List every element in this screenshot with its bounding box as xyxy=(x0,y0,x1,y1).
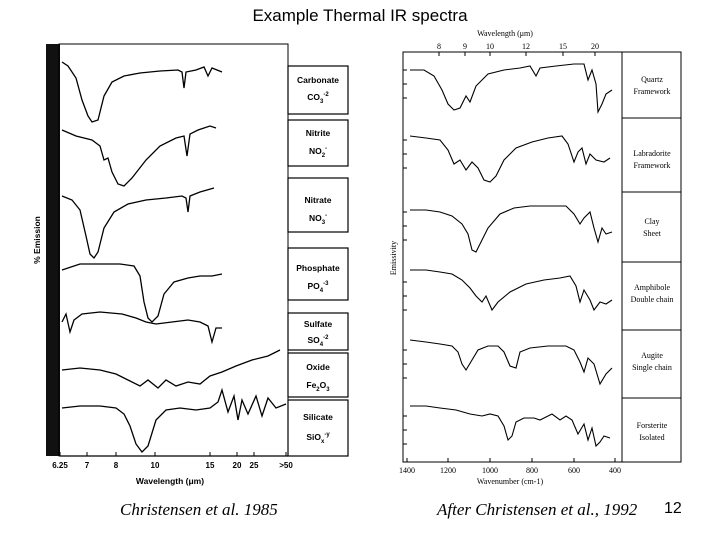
right-spectra-panel: Wavelength (μm) 8 9 10 12 15 20 xyxy=(389,29,682,486)
spectrum-clay xyxy=(410,205,613,253)
page-number: 12 xyxy=(664,500,682,517)
spectrum-amphibole xyxy=(410,269,613,312)
left-caption: Christensen et al. 1985 xyxy=(120,500,278,519)
left-spectra-panel: % Emission 6.25 7 8 10 15 xyxy=(32,43,349,486)
spectrum-oxide xyxy=(61,349,281,389)
right-mineral-labels: Quartz Framework Labradorite Framework C… xyxy=(631,75,674,442)
spectrum-nitrite xyxy=(61,125,217,187)
mineral-structure: Single chain xyxy=(632,363,672,372)
right-bottom-tick-labels: 1400 1200 1000 800 600 400 xyxy=(399,466,621,475)
spectrum-carbonate xyxy=(61,61,223,123)
mineral-formula: NO3- xyxy=(309,213,327,226)
right-bottom-tick: 1400 xyxy=(399,466,415,475)
mineral-formula: NO2- xyxy=(309,146,327,159)
mineral-name: Oxide xyxy=(306,362,330,372)
right-top-tick: 20 xyxy=(591,42,599,51)
spectrum-forsterite xyxy=(410,405,611,448)
right-top-tick-labels: 8 9 10 12 15 20 xyxy=(437,42,599,51)
right-bottom-tick: 400 xyxy=(609,466,621,475)
mineral-structure: Double chain xyxy=(631,295,674,304)
mineral-structure: Framework xyxy=(634,161,671,170)
right-top-axis-label: Wavelength (μm) xyxy=(477,29,533,38)
left-x-tick: >50 xyxy=(279,461,293,470)
spectrum-labradorite xyxy=(409,135,611,183)
spectrum-sulfate xyxy=(61,311,222,345)
left-x-tick: 8 xyxy=(114,461,119,470)
mineral-formula: SO4-2 xyxy=(308,335,330,348)
left-x-tick: 6.25 xyxy=(52,461,68,470)
mineral-name: Nitrate xyxy=(305,195,332,205)
mineral-structure: Sheet xyxy=(643,229,662,238)
mineral-name: Silicate xyxy=(303,412,333,422)
spectrum-silicate xyxy=(61,387,287,453)
mineral-name: Carbonate xyxy=(297,75,339,85)
left-black-band xyxy=(46,44,60,456)
mineral-name: Phosphate xyxy=(296,263,340,273)
right-top-tick: 12 xyxy=(522,42,530,51)
spectrum-nitrate xyxy=(61,187,215,260)
slide-title: Example Thermal IR spectra xyxy=(252,6,468,25)
mineral-name: Amphibole xyxy=(634,283,670,292)
right-bottom-tick: 800 xyxy=(526,466,538,475)
spectrum-quartz xyxy=(410,63,613,115)
right-top-tick: 9 xyxy=(463,42,467,51)
right-y-axis-label: Emissivity xyxy=(389,241,398,275)
right-bottom-tick: 1000 xyxy=(482,466,498,475)
spectrum-augite xyxy=(409,339,613,386)
spectrum-phosphate xyxy=(61,263,223,323)
right-bottom-tick: 1200 xyxy=(440,466,456,475)
right-top-tick: 8 xyxy=(437,42,441,51)
left-x-axis-label: Wavelength (μm) xyxy=(136,476,204,486)
left-mineral-labels: Carbonate CO3-2 Nitrite NO2- Nitrate NO3… xyxy=(296,75,340,445)
mineral-name: Labradorite xyxy=(633,149,671,158)
left-x-tick: 15 xyxy=(206,461,215,470)
left-x-tick-labels: 6.25 7 8 10 15 20 25 >50 xyxy=(52,461,293,470)
right-top-tick: 10 xyxy=(486,42,494,51)
mineral-formula: PO4-3 xyxy=(308,281,330,294)
mineral-formula: SiOx-y xyxy=(306,432,330,445)
mineral-name: Forsterite xyxy=(637,421,668,430)
right-top-tick: 15 xyxy=(559,42,567,51)
left-x-tick: 10 xyxy=(151,461,160,470)
mineral-formula: CO3-2 xyxy=(307,92,329,105)
right-caption: After Christensen et al., 1992 xyxy=(437,500,638,519)
right-x-axis-label: Wavenumber (cm-1) xyxy=(477,477,544,486)
left-x-tick: 7 xyxy=(85,461,90,470)
mineral-formula: Fe2O3 xyxy=(306,380,330,393)
right-bottom-tick: 600 xyxy=(568,466,580,475)
mineral-structure: Framework xyxy=(634,87,671,96)
mineral-name: Nitrite xyxy=(306,128,331,138)
left-x-tick: 20 xyxy=(233,461,242,470)
left-y-axis-label: % Emission xyxy=(32,216,42,264)
mineral-name: Sulfate xyxy=(304,319,333,329)
mineral-name: Quartz xyxy=(641,75,663,84)
left-x-tick: 25 xyxy=(250,461,259,470)
mineral-name: Clay xyxy=(644,217,659,226)
mineral-structure: Isolated xyxy=(639,433,664,442)
mineral-name: Augite xyxy=(641,351,663,360)
